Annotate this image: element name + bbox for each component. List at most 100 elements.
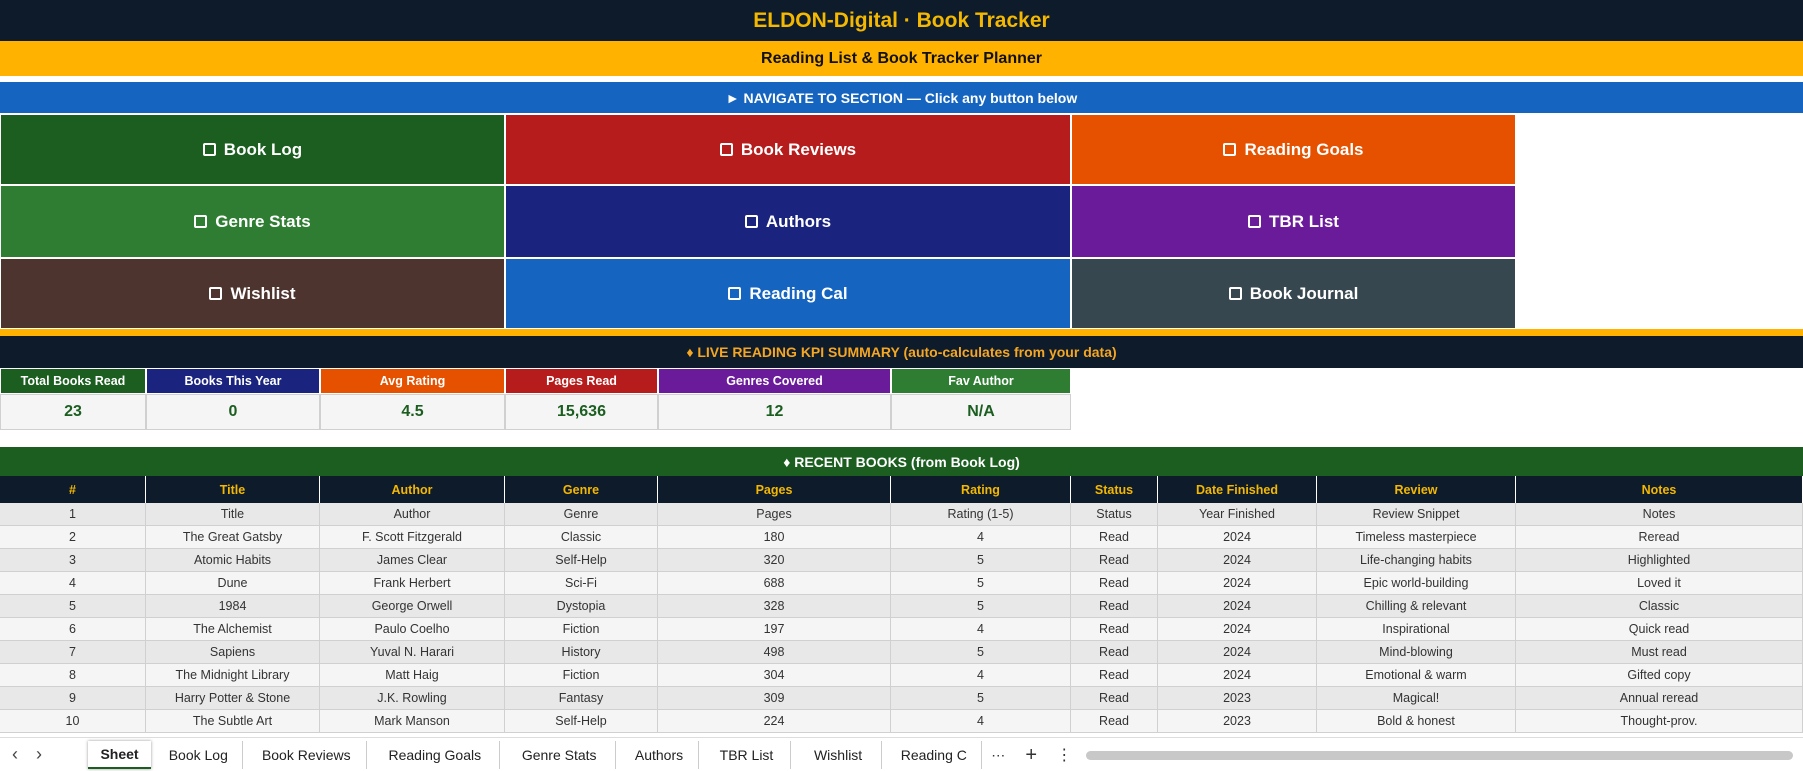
more-tabs[interactable]: ⋯ xyxy=(991,746,1006,763)
column-header-text: Author xyxy=(391,482,433,497)
table-cell: Read xyxy=(1071,526,1158,549)
table-cell: 328 xyxy=(658,595,891,618)
column-header: Author xyxy=(320,476,505,503)
column-header: # xyxy=(0,476,146,503)
nav-button[interactable]: Authors xyxy=(505,185,1071,258)
column-header-text: Date Finished xyxy=(1196,482,1278,497)
table-cell: Frank Herbert xyxy=(320,572,505,595)
column-header-text: # xyxy=(69,482,76,497)
table-cell-text: Read xyxy=(1099,668,1129,682)
table-cell: The Alchemist xyxy=(146,618,320,641)
table-cell-text: Read xyxy=(1099,691,1129,705)
sheet-tab[interactable]: Authors xyxy=(620,741,700,769)
kpi-value-text: 12 xyxy=(765,403,784,420)
kpi-bar: ♦ LIVE READING KPI SUMMARY (auto-calcula… xyxy=(0,336,1803,368)
table-cell-text: 10 xyxy=(65,714,80,728)
scroll-right[interactable]: › xyxy=(36,743,42,764)
table-cell-text: Emotional & warm xyxy=(1365,668,1467,682)
nav-button-text: Reading Cal xyxy=(749,283,848,303)
table-cell-text: Genre xyxy=(563,507,599,521)
kpi-value: N/A xyxy=(891,394,1071,430)
table-cell-text: 5 xyxy=(69,599,76,613)
table-cell-text: 8 xyxy=(69,668,76,682)
icon xyxy=(719,143,733,156)
nav-button[interactable]: Reading Goals xyxy=(1071,114,1516,185)
table-cell-text: 688 xyxy=(763,576,785,590)
nav-button-text: Genre Stats xyxy=(215,211,311,231)
table-cell-text: Year Finished xyxy=(1199,507,1275,521)
table-cell-text: 180 xyxy=(763,530,785,544)
table-cell-text: Loved it xyxy=(1637,576,1681,590)
kpi-label: Fav Author xyxy=(891,368,1071,394)
sheet-menu[interactable]: ⋮ xyxy=(1056,747,1073,764)
sheet-tab-text: TBR List xyxy=(719,747,774,763)
table-cell-text: 224 xyxy=(763,714,785,728)
sheet-tab-text: Sheet xyxy=(100,746,139,762)
scroll-left[interactable]: ‹ xyxy=(12,743,18,764)
nav-button[interactable]: Book Log xyxy=(0,114,505,185)
nav-button[interactable]: Reading Cal xyxy=(505,258,1071,329)
table-cell-text: Read xyxy=(1099,553,1129,567)
table-cell: Genre xyxy=(505,503,658,526)
table-cell-text: 2024 xyxy=(1223,576,1251,590)
sheet-tab[interactable]: Sheet xyxy=(88,741,151,769)
title-bar-text: ELDON-Digital · Book Tracker xyxy=(753,8,1050,32)
table-cell-text: 197 xyxy=(763,622,785,636)
table-cell: Gifted copy xyxy=(1516,664,1803,687)
nav-button[interactable]: Book Reviews xyxy=(505,114,1071,185)
table-cell-text: Yuval N. Harari xyxy=(369,645,455,659)
nav-button-text: Reading Goals xyxy=(1244,139,1364,159)
sheet-tab[interactable]: Book Reviews xyxy=(247,741,367,769)
table-cell-text: Life-changing habits xyxy=(1360,553,1472,567)
sheet-tab[interactable]: Genre Stats xyxy=(504,741,616,769)
nav-button[interactable]: Wishlist xyxy=(0,258,505,329)
icon xyxy=(744,215,758,228)
table-cell: Title xyxy=(146,503,320,526)
table-cell-text: 2024 xyxy=(1223,530,1251,544)
column-header-text: Status xyxy=(1094,482,1134,497)
nav-button[interactable]: Genre Stats xyxy=(0,185,505,258)
table-cell: Atomic Habits xyxy=(146,549,320,572)
table-cell: Timeless masterpiece xyxy=(1317,526,1516,549)
table-cell: 688 xyxy=(658,572,891,595)
icon xyxy=(1223,143,1237,156)
table-cell: 4 xyxy=(891,526,1071,549)
sheet-tab[interactable]: Book Log xyxy=(155,741,243,769)
table-cell: 224 xyxy=(658,710,891,733)
icon xyxy=(209,287,223,300)
table-cell-text: Magical! xyxy=(1392,691,1440,705)
nav-button-text: Book Log xyxy=(223,139,303,159)
table-cell: Status xyxy=(1071,503,1158,526)
nav-button[interactable]: TBR List xyxy=(1071,185,1516,258)
table-cell: 3 xyxy=(0,549,146,572)
table-cell-text: History xyxy=(561,645,601,659)
table-cell: Self-Help xyxy=(505,710,658,733)
sheet-tab[interactable]: Wishlist xyxy=(795,741,883,769)
table-cell-text: 2024 xyxy=(1223,622,1251,636)
table-cell-text: 2023 xyxy=(1223,714,1251,728)
nav-button[interactable]: Book Journal xyxy=(1071,258,1516,329)
table-cell: The Midnight Library xyxy=(146,664,320,687)
sheet-tab-text: Reading Goals xyxy=(388,747,482,763)
table-cell-text: Quick read xyxy=(1628,622,1690,636)
column-header: Status xyxy=(1071,476,1158,503)
sheet-tab[interactable]: Reading Goals xyxy=(371,741,500,769)
table-cell: 1984 xyxy=(146,595,320,618)
table-cell-text: Chilling & relevant xyxy=(1365,599,1467,613)
table-cell-text: 1 xyxy=(69,507,76,521)
add-sheet[interactable]: + xyxy=(1025,743,1038,766)
table-cell-text: 498 xyxy=(763,645,785,659)
table-cell: Year Finished xyxy=(1158,503,1317,526)
table-cell: Dune xyxy=(146,572,320,595)
scrollbar-track[interactable] xyxy=(1086,751,1793,760)
kpi-value-text: 15,636 xyxy=(557,403,606,420)
table-cell: Magical! xyxy=(1317,687,1516,710)
kpi-value: 4.5 xyxy=(320,394,505,430)
kpi-label-text: Books This Year xyxy=(184,374,282,388)
table-cell: Pages xyxy=(658,503,891,526)
sheet-tab[interactable]: Reading C xyxy=(886,741,983,769)
table-cell-text: 4 xyxy=(69,576,76,590)
sheet-tab[interactable]: TBR List xyxy=(703,741,791,769)
subtitle-bar-text: Reading List & Book Tracker Planner xyxy=(761,49,1042,67)
recent-bar-text: ♦ RECENT BOOKS (from Book Log) xyxy=(783,453,1020,470)
